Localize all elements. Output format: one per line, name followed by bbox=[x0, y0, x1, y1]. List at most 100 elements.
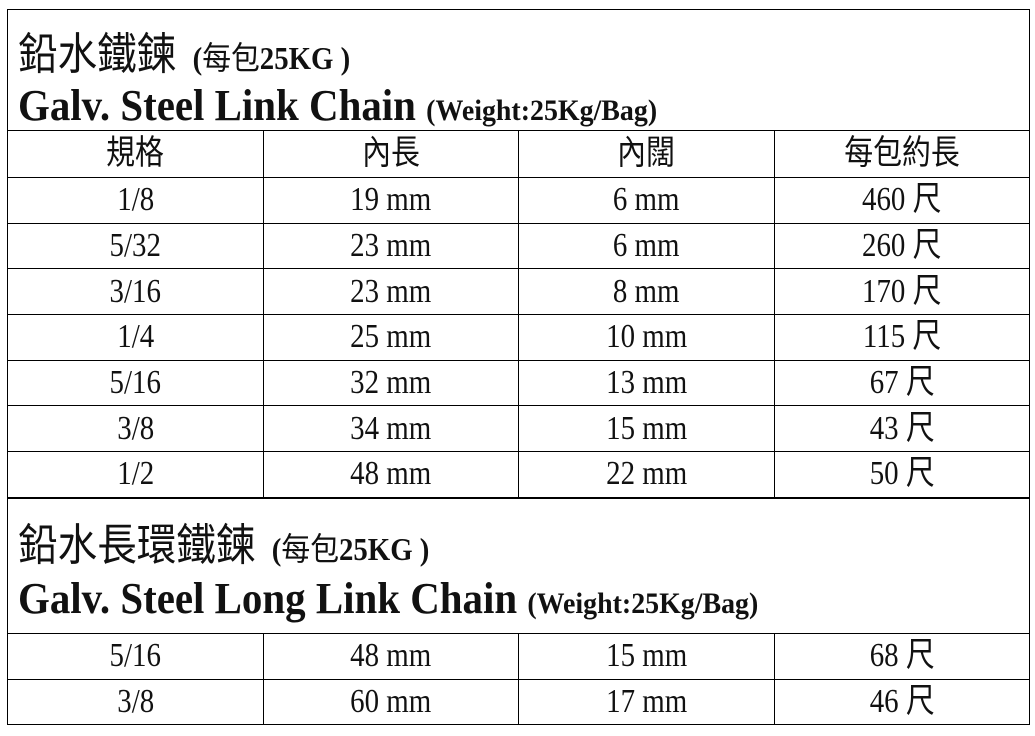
cell-text: 67 尺 bbox=[869, 364, 935, 402]
table-row: 5/32 23 mm 6 mm 260 尺 bbox=[7, 222, 1030, 270]
section-1-title: 鉛水鐵鍊 (每包25KG ) Galv. Steel Link Chain (We… bbox=[7, 9, 1030, 130]
table-cell: 68 尺 bbox=[773, 632, 1030, 680]
title-en-weight: (Weight:25Kg/Bag) bbox=[527, 586, 759, 620]
table-cell: 25 mm bbox=[262, 314, 519, 361]
cell-text: 50 尺 bbox=[869, 455, 935, 493]
cell-text: 115 尺 bbox=[862, 318, 941, 356]
cell-text: 25 mm bbox=[350, 318, 432, 356]
cell-text: 1/4 bbox=[116, 318, 154, 356]
title-chinese: 鉛水長環鐵鍊 (每包25KG ) bbox=[18, 509, 429, 573]
table-cell: 15 mm bbox=[518, 632, 775, 680]
table-cell: 8 mm bbox=[518, 268, 775, 316]
table-cell: 23 mm bbox=[262, 222, 519, 270]
cell-text: 19 mm bbox=[350, 181, 432, 219]
title-chinese: 鉛水鐵鍊 (每包25KG ) bbox=[18, 18, 350, 82]
table-cell: 5/32 bbox=[7, 222, 264, 270]
per-bag: 每包 bbox=[202, 40, 260, 76]
cell-text: 48 mm bbox=[350, 637, 432, 675]
title-zh-text: 鉛水長環鐵鍊 bbox=[18, 520, 256, 570]
table-cell: 5/16 bbox=[7, 632, 264, 680]
title-en-text: Galv. Steel Link Chain bbox=[18, 81, 416, 130]
table-row: 5/16 32 mm 13 mm 67 尺 bbox=[7, 359, 1030, 407]
paren: ( bbox=[192, 40, 203, 76]
table-cell: 1/2 bbox=[7, 451, 264, 498]
cell-text: 5/16 bbox=[109, 364, 161, 402]
table-cell: 115 尺 bbox=[773, 314, 1030, 361]
cell-text: 46 尺 bbox=[869, 682, 935, 720]
table-cell: 43 尺 bbox=[773, 405, 1030, 453]
price-sheet: 鉛水鐵鍊 (每包25KG ) Galv. Steel Link Chain (We… bbox=[7, 9, 1030, 726]
table-cell: 13 mm bbox=[518, 359, 775, 407]
table-row: 3/8 60 mm 17 mm 46 尺 bbox=[7, 678, 1030, 726]
table-cell: 46 尺 bbox=[773, 678, 1030, 726]
table-cell: 10 mm bbox=[518, 314, 775, 361]
header-cell: 每包約長 bbox=[773, 130, 1030, 178]
header-cell: 內長 bbox=[262, 130, 519, 178]
cell-text: 260 尺 bbox=[862, 227, 942, 265]
table-cell: 3/8 bbox=[7, 678, 264, 726]
table-cell: 3/16 bbox=[7, 268, 264, 316]
cell-text: 22 mm bbox=[605, 455, 687, 493]
cell-text: 15 mm bbox=[605, 637, 687, 675]
table-cell: 1/4 bbox=[7, 314, 264, 361]
table-row: 3/16 23 mm 8 mm 170 尺 bbox=[7, 268, 1030, 316]
cell-text: 68 尺 bbox=[869, 637, 935, 675]
cell-text: 23 mm bbox=[350, 272, 432, 310]
table-cell: 17 mm bbox=[518, 678, 775, 726]
table-row: 5/16 48 mm 15 mm 68 尺 bbox=[7, 632, 1030, 680]
table-cell: 260 尺 bbox=[773, 222, 1030, 270]
cell-text: 3/8 bbox=[116, 682, 154, 720]
cell-text: 5/16 bbox=[109, 637, 161, 675]
weight: 25KG ) bbox=[259, 40, 351, 76]
title-english: Galv. Steel Long Link Chain (Weight:25Kg… bbox=[18, 573, 758, 624]
table-cell: 48 mm bbox=[262, 451, 519, 498]
weight: 25KG ) bbox=[339, 530, 430, 567]
table-cell: 67 尺 bbox=[773, 359, 1030, 407]
table-cell: 170 尺 bbox=[773, 268, 1030, 316]
section-2-title: 鉛水長環鐵鍊 (每包25KG ) Galv. Steel Long Link Ch… bbox=[7, 497, 1030, 633]
cell-text: 460 尺 bbox=[862, 181, 942, 219]
header-cell: 規格 bbox=[7, 130, 264, 178]
table-cell: 1/8 bbox=[7, 177, 264, 224]
cell-text: 170 尺 bbox=[862, 272, 942, 310]
table-cell: 3/8 bbox=[7, 405, 264, 453]
cell-text: 3/16 bbox=[109, 272, 161, 310]
table-row: 1/8 19 mm 6 mm 460 尺 bbox=[7, 177, 1030, 224]
table-row: 1/4 25 mm 10 mm 115 尺 bbox=[7, 314, 1030, 361]
cell-text: 34 mm bbox=[350, 409, 432, 447]
table-cell: 460 尺 bbox=[773, 177, 1030, 224]
table-row: 3/8 34 mm 15 mm 43 尺 bbox=[7, 405, 1030, 453]
table-cell: 15 mm bbox=[518, 405, 775, 453]
long-link-chain-table: 5/16 48 mm 15 mm 68 尺 3/8 60 mm 17 mm 46 尺 bbox=[7, 632, 1030, 726]
header-cell: 內闊 bbox=[518, 130, 775, 178]
title-en-weight: (Weight:25Kg/Bag) bbox=[426, 94, 658, 127]
per-bag: 每包 bbox=[281, 530, 340, 567]
header-row: 規格 內長 內闊 每包約長 bbox=[7, 130, 1030, 178]
cell-text: 1/2 bbox=[116, 455, 154, 493]
cell-text: 3/8 bbox=[116, 409, 154, 447]
table-cell: 60 mm bbox=[262, 678, 519, 726]
cell-text: 23 mm bbox=[350, 227, 432, 265]
table-cell: 19 mm bbox=[262, 177, 519, 224]
paren: ( bbox=[271, 530, 282, 567]
table-cell: 23 mm bbox=[262, 268, 519, 316]
table-cell: 50 尺 bbox=[773, 451, 1030, 498]
cell-text: 6 mm bbox=[612, 181, 680, 219]
title-zh-weight: (每包25KG ) bbox=[193, 40, 351, 76]
cell-text: 10 mm bbox=[605, 318, 687, 356]
link-chain-table: 規格 內長 內闊 每包約長 1/8 19 mm 6 mm 460 尺 5/32 23 mm… bbox=[7, 130, 1030, 498]
table-cell: 32 mm bbox=[262, 359, 519, 407]
cell-text: 13 mm bbox=[605, 364, 687, 402]
cell-text: 8 mm bbox=[612, 272, 680, 310]
cell-text: 48 mm bbox=[350, 455, 432, 493]
table-cell: 6 mm bbox=[518, 177, 775, 224]
cell-text: 1/8 bbox=[116, 181, 154, 219]
cell-text: 60 mm bbox=[350, 682, 432, 720]
table-cell: 48 mm bbox=[262, 632, 519, 680]
table-cell: 22 mm bbox=[518, 451, 775, 498]
cell-text: 5/32 bbox=[109, 227, 161, 265]
table-cell: 5/16 bbox=[7, 359, 264, 407]
cell-text: 17 mm bbox=[605, 682, 687, 720]
cell-text: 6 mm bbox=[612, 227, 680, 265]
title-en-text: Galv. Steel Long Link Chain bbox=[18, 573, 518, 623]
